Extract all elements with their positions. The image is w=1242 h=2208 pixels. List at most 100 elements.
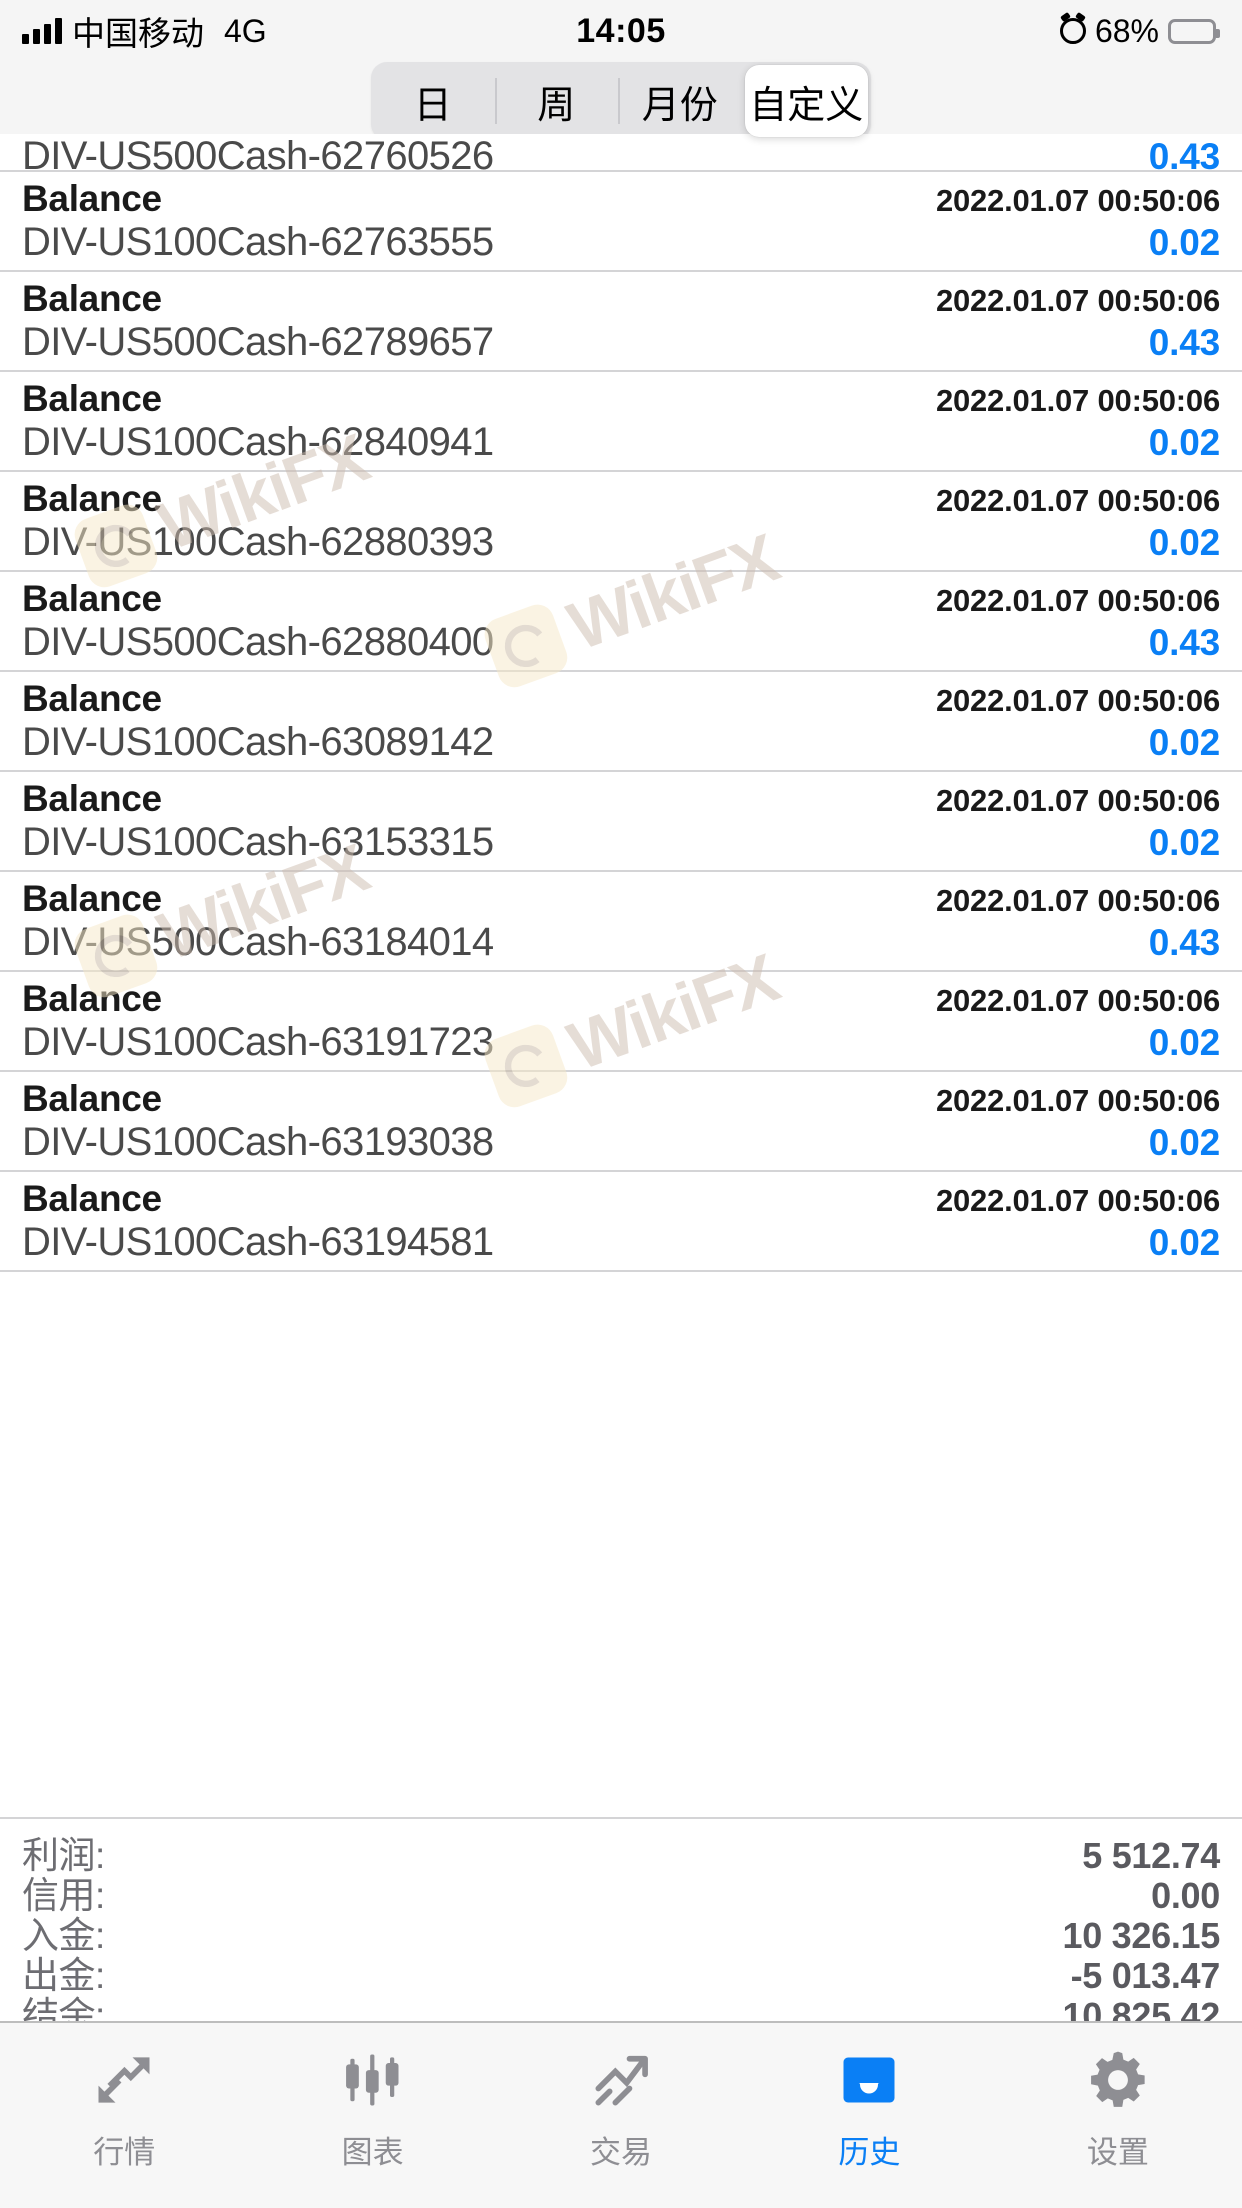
deal-type: Balance [22, 478, 162, 519]
tab-quotes-label: 行情 [93, 2135, 156, 2170]
table-row[interactable]: Balance 2022.01.07 00:50:06 DIV-US500Cas… [0, 572, 1242, 672]
deal-value: 0.43 [1148, 922, 1220, 963]
trade-trend-arrow-icon [587, 2043, 655, 2117]
deal-value: 0.43 [1148, 322, 1220, 363]
deal-type: Balance [22, 378, 162, 419]
deal-symbol: DIV-US100Cash-62763555 [22, 220, 494, 264]
table-row-header: Balance 2022.01.07 00:50:06 [22, 172, 1220, 220]
table-row-header: Balance 2022.01.07 00:50:06 [22, 272, 1220, 320]
deal-symbol: DIV-US100Cash-62880393 [22, 520, 494, 564]
deal-value: 0.02 [1148, 1122, 1220, 1163]
table-row[interactable]: Balance 2022.01.07 00:50:06 DIV-US100Cas… [0, 672, 1242, 772]
table-row-body: DIV-US100Cash-63194581 0.02 [22, 1220, 1220, 1270]
table-row-body: DIV-US100Cash-63153315 0.02 [22, 820, 1220, 870]
deal-value: 0.02 [1148, 822, 1220, 863]
deal-symbol: DIV-US100Cash-62840941 [22, 420, 494, 464]
deal-symbol: DIV-US500Cash-63184014 [22, 920, 494, 964]
table-row-header: Balance 2022.01.07 00:50:06 [22, 672, 1220, 720]
table-row-body: DIV-US100Cash-63089142 0.02 [22, 720, 1220, 770]
deal-date: 2022.01.07 00:50:06 [935, 483, 1220, 518]
deal-date: 2022.01.07 00:50:06 [935, 283, 1220, 318]
deal-date: 2022.01.07 00:50:06 [935, 1183, 1220, 1218]
tab-settings[interactable]: 设置 [994, 2043, 1242, 2172]
deal-value: 0.02 [1148, 422, 1220, 463]
status-bar-right: 68% [1059, 12, 1220, 50]
summary-row-withdrawal: 出金: -5 013.47 [22, 1945, 1220, 1996]
table-row-partial-line: DIV-US500Cash-62760526 0.43 [22, 134, 1220, 172]
deal-symbol: DIV-US500Cash-62789657 [22, 320, 494, 364]
deal-type: Balance [22, 278, 162, 319]
segment-option-week[interactable]: 周 [494, 62, 619, 140]
quotes-arrows-icon [90, 2043, 158, 2117]
deal-value: 0.02 [1148, 522, 1220, 563]
table-row[interactable]: Balance 2022.01.07 00:50:06 DIV-US100Cas… [0, 972, 1242, 1072]
deal-symbol: DIV-US100Cash-63153315 [22, 820, 494, 864]
candlestick-chart-icon [339, 2043, 407, 2117]
tab-history-label: 历史 [838, 2135, 901, 2170]
segment-option-month[interactable]: 月份 [618, 62, 742, 140]
deal-date: 2022.01.07 00:50:06 [935, 1083, 1220, 1118]
table-row-header: Balance 2022.01.07 00:50:06 [22, 772, 1220, 820]
summary-value: 5 512.74 [1082, 1835, 1220, 1876]
table-row[interactable]: Balance 2022.01.07 00:50:06 DIV-US100Cas… [0, 372, 1242, 472]
table-row[interactable]: Balance 2022.01.07 00:50:06 DIV-US100Cas… [0, 1072, 1242, 1172]
deal-type: Balance [22, 878, 162, 919]
bottom-tab-bar: 行情 图表 [0, 2021, 1242, 2208]
table-row[interactable]: Balance 2022.01.07 00:50:06 DIV-US100Cas… [0, 172, 1242, 272]
deal-type: Balance [22, 678, 162, 719]
status-bar-left: 中国移动 4G [22, 7, 267, 55]
table-row-body: DIV-US100Cash-62763555 0.02 [22, 220, 1220, 270]
table-row-header: Balance 2022.01.07 00:50:06 [22, 372, 1220, 420]
deal-date: 2022.01.07 00:50:06 [935, 183, 1220, 218]
deal-type: Balance [22, 578, 162, 619]
deal-date: 2022.01.07 00:50:06 [935, 783, 1220, 818]
tab-settings-label: 设置 [1086, 2135, 1149, 2170]
summary-value: 0.00 [1151, 1875, 1220, 1916]
deal-date: 2022.01.07 00:50:06 [935, 983, 1220, 1018]
period-filter-bar: 日 周 月份 自定义 [0, 62, 1242, 140]
deal-symbol: DIV-US500Cash-62880400 [22, 620, 494, 664]
deal-value: 0.02 [1148, 722, 1220, 763]
segmented-control[interactable]: 日 周 月份 自定义 [371, 62, 871, 140]
summary-row-credit: 信用: 0.00 [22, 1865, 1220, 1916]
table-row[interactable]: Balance 2022.01.07 00:50:06 DIV-US500Cas… [0, 272, 1242, 372]
segment-option-custom[interactable]: 自定义 [744, 65, 868, 137]
summary-label: 利润: [22, 1835, 105, 1876]
deal-symbol: DIV-US100Cash-63089142 [22, 720, 494, 764]
segment-option-week-label: 周 [537, 84, 576, 127]
deal-value: 0.02 [1148, 222, 1220, 263]
deal-symbol: DIV-US100Cash-63194581 [22, 1220, 494, 1264]
battery-percent-label: 68% [1094, 12, 1159, 49]
deal-type: Balance [22, 1178, 162, 1219]
table-row[interactable]: Balance 2022.01.07 00:50:06 DIV-US100Cas… [0, 1172, 1242, 1272]
table-row[interactable]: Balance 2022.01.07 00:50:06 DIV-US500Cas… [0, 872, 1242, 972]
tab-trade[interactable]: 交易 [497, 2043, 745, 2172]
alarm-icon [1059, 18, 1086, 44]
tab-charts[interactable]: 图表 [248, 2043, 496, 2172]
deal-symbol: DIV-US500Cash-62760526 [22, 134, 494, 172]
table-row-body: DIV-US500Cash-62880400 0.43 [22, 620, 1220, 670]
network-type-label: 4G [224, 12, 267, 49]
table-row-partial[interactable]: DIV-US500Cash-62760526 0.43 [0, 134, 1242, 172]
table-row-header: Balance 2022.01.07 00:50:06 [22, 572, 1220, 620]
deal-date: 2022.01.07 00:50:06 [935, 683, 1220, 718]
tab-history[interactable]: 历史 [745, 2043, 993, 2172]
table-row[interactable]: Balance 2022.01.07 00:50:06 DIV-US100Cas… [0, 772, 1242, 872]
table-row-body: DIV-US500Cash-63184014 0.43 [22, 920, 1220, 970]
history-inbox-icon [833, 2043, 905, 2117]
summary-row-profit: 利润: 5 512.74 [22, 1825, 1220, 1876]
tab-charts-label: 图表 [341, 2135, 404, 2170]
table-row-header: Balance 2022.01.07 00:50:06 [22, 972, 1220, 1020]
deal-date: 2022.01.07 00:50:06 [935, 883, 1220, 918]
summary-label: 信用: [22, 1875, 105, 1916]
summary-value: -5 013.47 [1070, 1955, 1221, 1996]
segment-option-day[interactable]: 日 [371, 62, 495, 140]
history-list[interactable]: DIV-US500Cash-62760526 0.43 Balance 2022… [0, 134, 1242, 1817]
table-row-header: Balance 2022.01.07 00:50:06 [22, 1172, 1220, 1220]
summary-label: 出金: [22, 1955, 105, 1996]
tab-quotes[interactable]: 行情 [0, 2043, 248, 2172]
gear-icon [1084, 2043, 1152, 2117]
table-row-header: Balance 2022.01.07 00:50:06 [22, 1072, 1220, 1120]
table-row[interactable]: Balance 2022.01.07 00:50:06 DIV-US100Cas… [0, 472, 1242, 572]
deal-value: 0.02 [1148, 1222, 1220, 1263]
